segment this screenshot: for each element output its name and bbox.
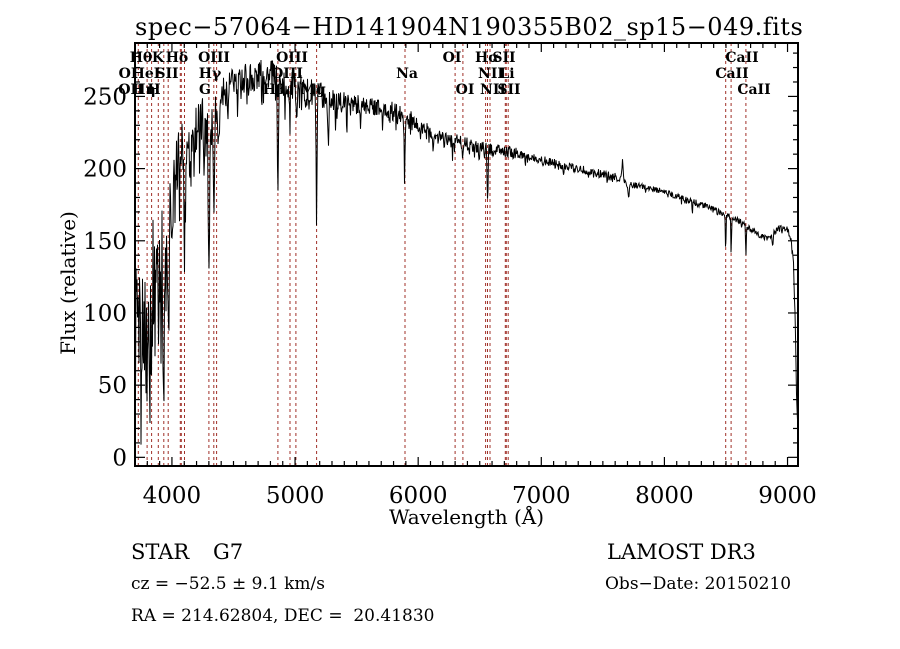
line-label: OI [119,66,138,82]
line-label: K [152,50,165,66]
line-label: Hθ [130,50,153,66]
line-label: Hη [132,82,155,98]
line-label: Hα [475,50,499,66]
line-label: CaII [725,50,758,66]
line-label: OII [118,82,143,98]
plot-title: spec−57064−HD141904N190355B02_sp15−049.f… [135,13,804,41]
line-label: HeI [132,66,161,82]
y-tick-labels: 0 50 100 150 200 250 [83,84,127,471]
spectral-line-markers [137,43,747,466]
object-class: STAR [131,540,190,564]
line-label: SII [497,82,520,98]
line-label: OIII [276,50,308,66]
obs-date-line: Obs−Date: 20150210 [605,574,792,594]
y-axis-label: Flux (relative) [56,211,80,355]
plot-frame [134,42,799,467]
line-label: Na [396,66,418,82]
ra-dec-line: RA = 214.62804, DEC = 20.41830 [131,606,435,626]
line-label: OIII [198,50,230,66]
x-tick-label: 8000 [635,483,694,509]
line-label: OI [456,82,475,98]
spectral-subclass: G7 [213,540,244,564]
x-axis-label: Wavelength (Å) [388,505,545,529]
survey-name: LAMOST DR3 [607,540,756,564]
x-tick-label: 5000 [266,483,325,509]
y-tick-label: 200 [83,157,127,183]
line-label: SII [155,66,178,82]
x-tick-label: 4000 [143,483,202,509]
line-label: H [147,82,160,98]
x-tick-label: 7000 [512,483,571,509]
line-label: Hγ [199,66,222,82]
line-label: NII [480,82,506,98]
x-tick-label: 9000 [758,483,817,509]
y-tick-label: 0 [112,445,127,471]
line-label: CaII [715,66,748,82]
line-label: SII [492,50,515,66]
x-tick-label: 6000 [389,483,448,509]
y-tick-label: 100 [83,301,127,327]
x-tick-labels: 4000 5000 6000 7000 8000 9000 [143,483,817,509]
y-tick-label: 250 [83,84,127,110]
line-label: Hδ [166,50,189,66]
line-label: NII [478,66,504,82]
spectrum-trace [134,59,799,446]
line-label: OI [443,50,462,66]
y-tick-label: 50 [98,373,127,399]
axis-ticks [135,43,798,466]
y-tick-label: 150 [83,229,127,255]
line-label: CaII [737,82,770,98]
line-label: G [199,82,211,98]
line-label: Li [499,66,514,82]
radial-velocity-line: cz = −52.5 ± 9.1 km/s [131,574,325,594]
